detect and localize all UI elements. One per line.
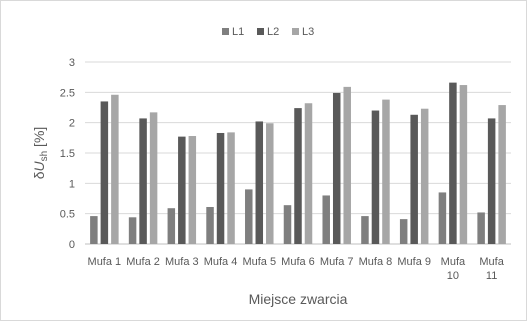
y-tick-label: 1 xyxy=(69,178,75,190)
bar-l3 xyxy=(498,105,506,244)
x-tick-label: Mufa 7 xyxy=(320,256,354,268)
x-tick-label: Mufa 8 xyxy=(359,256,393,268)
bar-l2 xyxy=(100,101,109,244)
bar-l3 xyxy=(382,99,390,244)
bar-l3 xyxy=(343,86,351,244)
bar-l3 xyxy=(227,132,235,244)
bar-l2 xyxy=(410,114,418,244)
x-tick-label: Mufa 3 xyxy=(165,256,199,268)
legend-swatch-l1 xyxy=(222,28,229,35)
bar-l2 xyxy=(332,92,341,244)
bar-l2 xyxy=(371,110,380,245)
y-tick-label: 0 xyxy=(69,239,75,251)
legend-label-l1: L1 xyxy=(232,26,244,38)
x-tick-label: Mufa 6 xyxy=(281,256,315,268)
x-axis-title: Miejsce zwarcia xyxy=(249,291,348,307)
legend-swatch-l3 xyxy=(292,28,299,35)
bar-l2 xyxy=(449,82,457,244)
x-tick-label: Mufa 10 xyxy=(441,256,466,282)
bar-l3 xyxy=(111,94,119,244)
x-tick-label: Mufa 5 xyxy=(242,256,276,268)
bar-l1 xyxy=(167,208,176,244)
bar-l1 xyxy=(438,192,447,244)
bar-l2 xyxy=(487,118,496,244)
bar-l3 xyxy=(149,112,158,244)
bar-l1 xyxy=(322,195,330,244)
y-tick-label: 0.5 xyxy=(60,209,75,221)
x-tick-label: Mufa 9 xyxy=(397,256,431,268)
legend-label-l3: L3 xyxy=(302,26,314,38)
y-tick-label: 1.5 xyxy=(60,148,75,160)
bar-l2 xyxy=(255,121,264,244)
bar-l1 xyxy=(283,205,292,244)
bar-l3 xyxy=(188,136,197,244)
x-tick-label: Mufa 4 xyxy=(204,256,238,268)
x-tick-label: Mufa 11 xyxy=(479,256,504,282)
bar-l3 xyxy=(420,108,429,244)
bar-l2 xyxy=(216,132,225,244)
bar-l2 xyxy=(294,108,302,245)
bar-l3 xyxy=(459,85,468,244)
bar-l2 xyxy=(178,136,186,244)
bar-l1 xyxy=(90,216,98,244)
y-tick-label: 2 xyxy=(69,118,75,130)
bar-l3 xyxy=(304,103,313,245)
bar-l1 xyxy=(361,216,369,244)
bar-l3 xyxy=(266,123,274,244)
bar-l1 xyxy=(477,212,485,244)
bar-l2 xyxy=(139,118,147,244)
bar-l1 xyxy=(206,206,214,244)
y-tick-label: 2.5 xyxy=(60,87,75,99)
bar-l1 xyxy=(128,217,137,244)
legend-swatch-l2 xyxy=(257,28,264,35)
y-axis-title: δUsh [%] xyxy=(31,127,50,180)
legend-label-l2: L2 xyxy=(267,26,279,38)
y-tick-label: 3 xyxy=(69,57,75,69)
bar-l1 xyxy=(245,189,253,244)
x-tick-label: Mufa 2 xyxy=(126,256,160,268)
x-tick-label: Mufa 1 xyxy=(88,256,122,268)
bar-l1 xyxy=(399,219,408,244)
